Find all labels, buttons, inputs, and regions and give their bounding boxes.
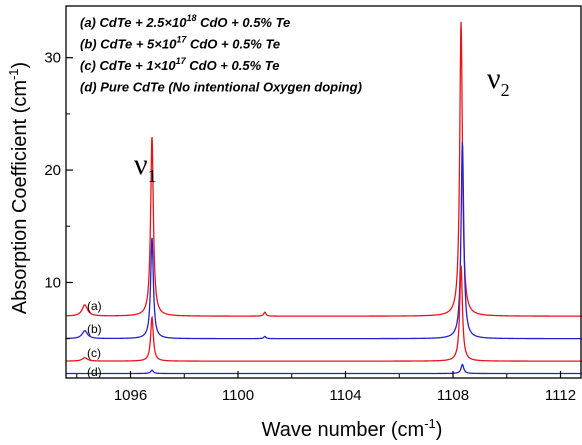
y-tick-label-20: 20 [44,162,61,179]
y-axis-title-end: ) [9,62,31,69]
legend-entry-0: (a) CdTe + 2.5×1018 CdO + 0.5% Te [80,13,290,30]
curve-label-3: (d) [87,365,102,379]
legend: (a) CdTe + 2.5×1018 CdO + 0.5% Te (b) CdT… [80,13,362,95]
legend-entry-2: (c) CdTe + 1×1017 CdO + 0.5% Te [80,56,279,73]
y-tick-label-10: 10 [44,274,61,291]
legend-entry-3: (d) Pure CdTe (No intentional Oxygen dop… [80,80,362,95]
x-tick-label-1104: 1104 [329,387,361,404]
ticks-layer: 1096 1100 1104 1108 1112 10 20 30 [44,50,576,404]
curve-label-0: (a) [87,299,102,313]
x-tick-label-1100: 1100 [222,387,254,404]
series-line-2 [66,265,582,362]
peak-labels: ν1 ν2 [134,62,510,186]
x-axis-title-sup: -1 [424,416,436,431]
plot-frame [65,5,582,379]
series-line-1 [66,142,582,340]
y-axis-title-sup: -1 [6,68,21,80]
curve-label-2: (c) [87,346,101,360]
x-tick-label-1096: 1096 [114,387,147,404]
curve-labels: (a) (b) (c) (d) [87,299,102,379]
x-tick-label-1108: 1108 [437,387,469,404]
x-axis-title: Wave number (cm-1) [262,416,443,441]
peak-label-0: ν1 [134,148,157,186]
series-line-3 [66,363,582,375]
x-axis-title-end: ) [436,419,443,441]
peak-label-1: ν2 [487,62,510,100]
curve-label-1: (b) [87,322,102,336]
series-layer [66,21,582,375]
series-line-0 [66,21,582,317]
y-tick-label-30: 30 [44,50,61,67]
y-axis-title: Absorption Coefficient (cm-1) [6,62,31,314]
legend-entry-1: (b) CdTe + 5×1017 CdO + 0.5% Te [80,35,280,52]
x-tick-label-1112: 1112 [545,387,576,404]
